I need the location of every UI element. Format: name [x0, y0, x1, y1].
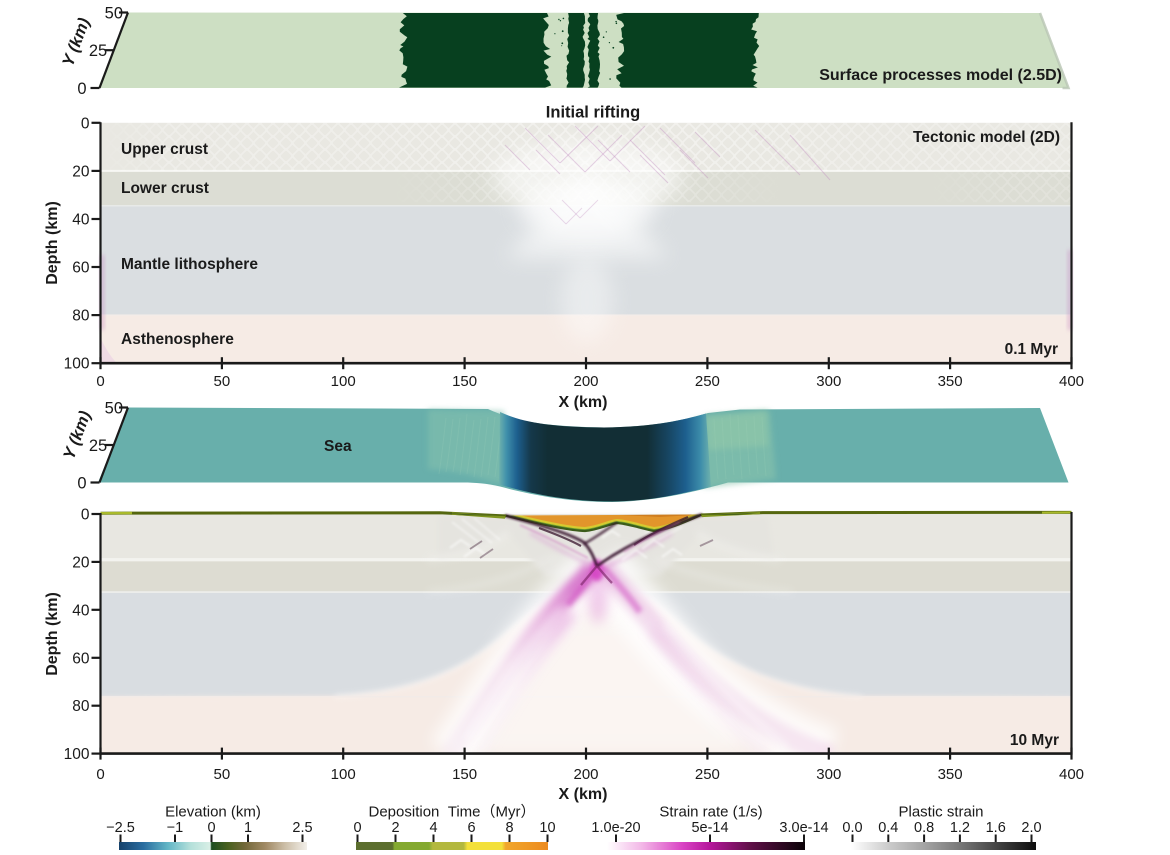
svg-text:20: 20 [72, 554, 90, 571]
svg-text:100: 100 [331, 766, 356, 783]
svg-text:400: 400 [1059, 373, 1084, 390]
svg-text:40: 40 [72, 212, 90, 229]
svg-text:Depth (km): Depth (km) [44, 201, 61, 285]
svg-text:10 Myr: 10 Myr [1010, 732, 1059, 749]
svg-text:0.4: 0.4 [878, 820, 898, 836]
svg-text:−2.5: −2.5 [106, 820, 135, 836]
svg-text:0.1 Myr: 0.1 Myr [1005, 341, 1058, 358]
svg-text:0.8: 0.8 [914, 820, 934, 836]
svg-text:150: 150 [452, 373, 477, 390]
svg-text:0: 0 [353, 820, 361, 836]
svg-text:150: 150 [452, 766, 477, 783]
svg-text:4: 4 [429, 820, 437, 836]
svg-text:0: 0 [207, 820, 215, 836]
svg-text:350: 350 [938, 373, 963, 390]
svg-text:2.0: 2.0 [1021, 820, 1041, 836]
svg-text:10: 10 [539, 820, 555, 836]
svg-text:2.5: 2.5 [292, 820, 312, 836]
svg-text:5e-14: 5e-14 [691, 820, 728, 836]
svg-text:Depth (km): Depth (km) [44, 592, 61, 676]
svg-text:Strain rate (1/s): Strain rate (1/s) [659, 804, 762, 821]
svg-text:Mantle lithosphere: Mantle lithosphere [121, 256, 258, 273]
svg-text:40: 40 [72, 602, 90, 619]
svg-text:3.0e-14: 3.0e-14 [779, 820, 828, 836]
svg-text:0: 0 [96, 766, 104, 783]
svg-text:X (km): X (km) [559, 394, 608, 411]
svg-text:300: 300 [816, 766, 841, 783]
svg-text:0.0: 0.0 [842, 820, 862, 836]
svg-text:250: 250 [695, 766, 720, 783]
svg-text:0: 0 [96, 373, 104, 390]
svg-text:200: 200 [573, 373, 598, 390]
svg-text:100: 100 [64, 746, 90, 763]
svg-text:8: 8 [505, 820, 513, 836]
svg-text:Plastic strain: Plastic strain [898, 804, 983, 821]
svg-text:Elevation (km): Elevation (km) [165, 804, 261, 821]
svg-text:Lower crust: Lower crust [121, 180, 209, 197]
svg-text:50: 50 [214, 373, 231, 390]
svg-text:Surface processes model (2.5D): Surface processes model (2.5D) [819, 67, 1062, 84]
svg-text:Upper crust: Upper crust [121, 141, 208, 158]
svg-text:60: 60 [72, 260, 90, 277]
svg-text:1.0e-20: 1.0e-20 [591, 820, 640, 836]
svg-text:50: 50 [214, 766, 231, 783]
svg-text:50: 50 [105, 5, 123, 23]
svg-text:200: 200 [573, 766, 598, 783]
svg-text:100: 100 [331, 373, 356, 390]
svg-text:X (km): X (km) [559, 786, 608, 803]
svg-text:250: 250 [695, 373, 720, 390]
svg-text:0: 0 [81, 507, 90, 524]
svg-text:300: 300 [816, 373, 841, 390]
svg-text:1.6: 1.6 [986, 820, 1006, 836]
svg-text:80: 80 [72, 308, 90, 325]
svg-text:Tectonic model (2D): Tectonic model (2D) [913, 129, 1060, 146]
svg-text:1: 1 [244, 820, 252, 836]
svg-text:25: 25 [89, 437, 107, 455]
svg-text:400: 400 [1059, 766, 1084, 783]
svg-text:Asthenosphere: Asthenosphere [121, 331, 234, 348]
svg-text:80: 80 [72, 698, 90, 715]
svg-text:0: 0 [77, 80, 86, 98]
svg-text:60: 60 [72, 650, 90, 667]
svg-text:2: 2 [391, 820, 399, 836]
svg-text:0: 0 [77, 475, 86, 493]
svg-text:50: 50 [105, 400, 123, 418]
svg-text:25: 25 [89, 42, 107, 60]
svg-text:350: 350 [938, 766, 963, 783]
svg-text:1.2: 1.2 [950, 820, 970, 836]
svg-text:100: 100 [64, 356, 90, 373]
svg-text:Initial rifting: Initial rifting [546, 104, 640, 122]
svg-text:−1: −1 [167, 820, 184, 836]
svg-text:0: 0 [81, 115, 90, 132]
svg-text:6: 6 [467, 820, 475, 836]
svg-text:20: 20 [72, 163, 90, 180]
svg-text:Deposition Time（Myr）: Deposition Time（Myr） [369, 804, 536, 821]
svg-text:Sea: Sea [324, 438, 352, 455]
